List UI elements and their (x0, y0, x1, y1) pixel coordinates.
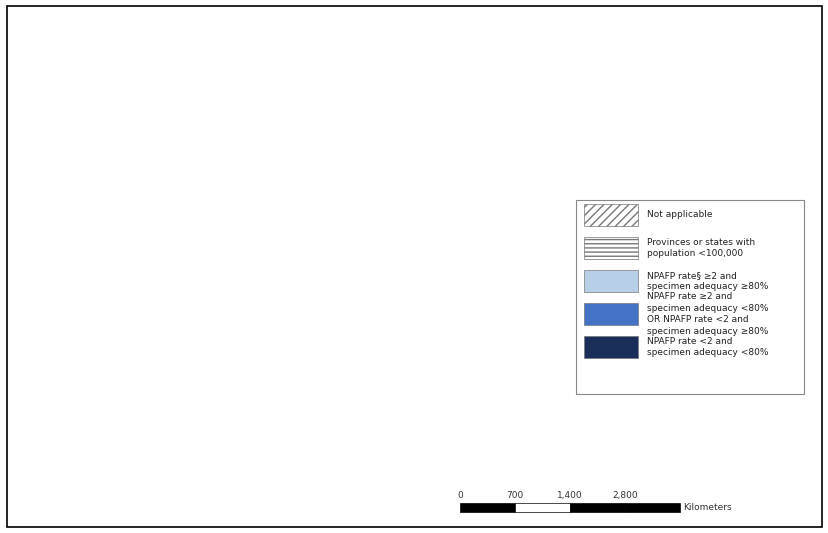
Text: 2,800: 2,800 (611, 491, 637, 500)
Text: 1,400: 1,400 (556, 491, 582, 500)
Text: 0: 0 (457, 491, 462, 500)
Text: Provinces or states with
population <100,000: Provinces or states with population <100… (646, 238, 753, 258)
Text: Kilometers: Kilometers (682, 503, 731, 512)
Text: NPAFP rate <2 and
specimen adequacy <80%: NPAFP rate <2 and specimen adequacy <80% (646, 337, 768, 357)
Text: Not applicable: Not applicable (646, 211, 711, 219)
Text: NPAFP rate§ ≥2 and
specimen adequacy ≥80%: NPAFP rate§ ≥2 and specimen adequacy ≥80… (646, 271, 767, 291)
Text: 700: 700 (506, 491, 523, 500)
Text: NPAFP rate ≥2 and
specimen adequacy <80%
OR NPAFP rate <2 and
specimen adequacy : NPAFP rate ≥2 and specimen adequacy <80%… (646, 292, 768, 336)
